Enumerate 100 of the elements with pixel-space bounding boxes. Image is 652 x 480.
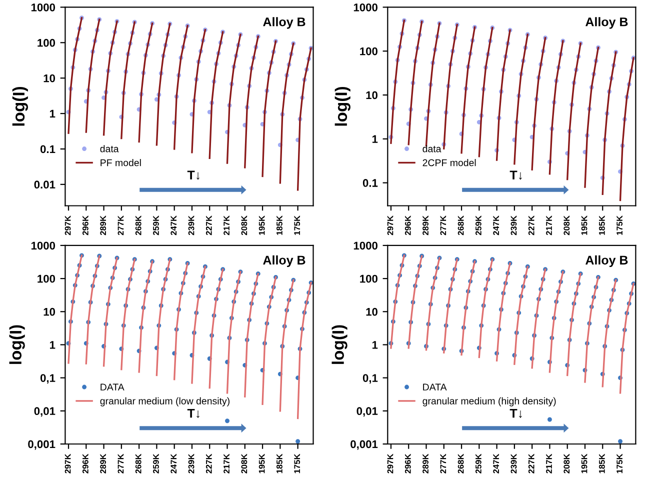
legend-label: PF model <box>100 159 141 166</box>
x-tick-label: 195K <box>581 454 588 474</box>
x-tick-label: 185K <box>276 454 282 474</box>
annotation: T↓ <box>510 170 522 180</box>
x-tick-label: 217K <box>224 454 230 474</box>
x-tick-label: 296K <box>82 454 88 474</box>
x-tick-label: 195K <box>258 216 265 235</box>
y-tick-label: 1 <box>372 341 378 349</box>
x-tick-label: 227K <box>528 216 534 236</box>
x-tick-label: 247K <box>170 216 176 236</box>
x-tick-label: 259K <box>475 454 482 474</box>
y-axis-title: log(I) <box>12 86 28 126</box>
y-tick-label: 0.01 <box>34 180 56 189</box>
y-tick-label: 0,001 <box>28 440 56 450</box>
y-tick-label: 0,01 <box>34 407 56 417</box>
x-tick-label: 297K <box>64 454 71 474</box>
legend-label: granular medium (low density) <box>100 397 230 406</box>
y-tick-label: 1000 <box>31 242 56 250</box>
y-tick-label: 10 <box>366 308 378 316</box>
y-tick-label: 100 <box>360 47 378 56</box>
y-axis-title: log(I) <box>334 86 350 126</box>
y-tick-label: 10 <box>44 74 56 82</box>
x-tick-label: 247K <box>170 454 176 474</box>
x-tick-label: 185K <box>598 216 605 235</box>
x-tick-label: 208K <box>564 454 570 474</box>
y-tick-label: 1000 <box>354 3 378 12</box>
x-tick-label: 185K <box>598 454 605 474</box>
y-tick-label: 1 <box>50 341 56 349</box>
annotation: Alloy B <box>586 255 628 268</box>
x-tick-label: 247K <box>493 216 499 236</box>
x-tick-label: 175K <box>616 454 623 474</box>
x-tick-label: 217K <box>546 216 552 236</box>
x-tick-label: 259K <box>153 216 159 236</box>
x-tick-label: 239K <box>510 454 517 474</box>
y-tick-label: 10 <box>366 91 378 100</box>
x-tick-label: 239K <box>188 454 194 474</box>
y-tick-label: 100 <box>38 38 56 47</box>
x-tick-label: 217K <box>546 454 552 474</box>
y-tick-label: 0.1 <box>40 145 56 154</box>
x-tick-label: 227K <box>206 216 212 236</box>
x-tick-label: 227K <box>206 454 212 474</box>
x-tick-label: 175K <box>294 216 300 235</box>
x-tick-label: 289K <box>100 216 106 236</box>
legend-label: DATA <box>100 384 124 390</box>
legend-label: granular medium (high density) <box>422 397 556 406</box>
x-tick-label: 195K <box>258 454 265 474</box>
y-tick-label: 0,1 <box>362 374 378 384</box>
x-tick-label: 227K <box>528 454 534 474</box>
x-tick-label: 268K <box>135 454 142 474</box>
annotation: Alloy B <box>263 17 306 29</box>
x-tick-label: 208K <box>564 216 570 236</box>
y-tick-label: 100 <box>360 274 378 283</box>
y-tick-label: 1000 <box>31 3 56 12</box>
x-tick-label: 297K <box>387 454 394 474</box>
y-tick-label: 0,01 <box>356 407 378 417</box>
y-tick-label: 10 <box>44 308 56 316</box>
y-tick-label: 100 <box>38 274 56 283</box>
x-tick-label: 239K <box>510 216 517 236</box>
x-tick-label: 277K <box>118 454 124 474</box>
x-tick-label: 268K <box>458 216 464 236</box>
x-tick-label: 297K <box>387 216 394 236</box>
x-tick-label: 268K <box>135 216 142 236</box>
legend-label: DATA <box>423 384 447 390</box>
y-tick-label: 0.1 <box>362 179 378 187</box>
annotation: Alloy B <box>263 255 306 268</box>
y-tick-label: 1 <box>372 135 378 143</box>
x-tick-label: 277K <box>118 216 124 236</box>
x-tick-label: 247K <box>493 454 499 474</box>
x-tick-label: 289K <box>422 216 428 236</box>
y-axis-title: log(I) <box>332 325 348 364</box>
y-tick-label: 1 <box>50 110 56 118</box>
y-tick-label: 1000 <box>354 242 378 250</box>
x-tick-label: 208K <box>241 454 248 474</box>
x-tick-label: 289K <box>100 454 106 474</box>
x-tick-label: 217K <box>224 216 230 236</box>
x-tick-label: 268K <box>458 454 464 474</box>
y-tick-label: 0,001 <box>350 440 378 450</box>
x-tick-label: 175K <box>616 216 623 235</box>
legend-label: data <box>422 145 442 152</box>
x-tick-label: 296K <box>404 216 411 236</box>
x-tick-label: 195K <box>581 216 588 235</box>
x-tick-label: 259K <box>475 216 482 236</box>
y-tick-label: 0,1 <box>40 374 56 384</box>
x-tick-label: 208K <box>241 216 248 236</box>
x-tick-label: 297K <box>64 216 71 236</box>
annotation: T↓ <box>187 408 200 418</box>
x-tick-label: 277K <box>440 454 446 474</box>
x-tick-label: 277K <box>440 216 446 236</box>
annotation: T↓ <box>510 408 522 418</box>
x-tick-label: 296K <box>82 216 88 236</box>
x-tick-label: 175K <box>294 454 300 474</box>
annotation: T↓ <box>187 170 200 180</box>
legend-label: data <box>100 145 119 152</box>
annotation: Alloy B <box>586 17 628 29</box>
x-tick-label: 185K <box>276 216 282 235</box>
x-tick-label: 296K <box>404 454 411 474</box>
x-tick-label: 259K <box>153 454 159 474</box>
x-tick-label: 239K <box>188 216 194 236</box>
legend-label: 2CPF model <box>422 159 476 166</box>
x-tick-label: 289K <box>422 454 428 474</box>
